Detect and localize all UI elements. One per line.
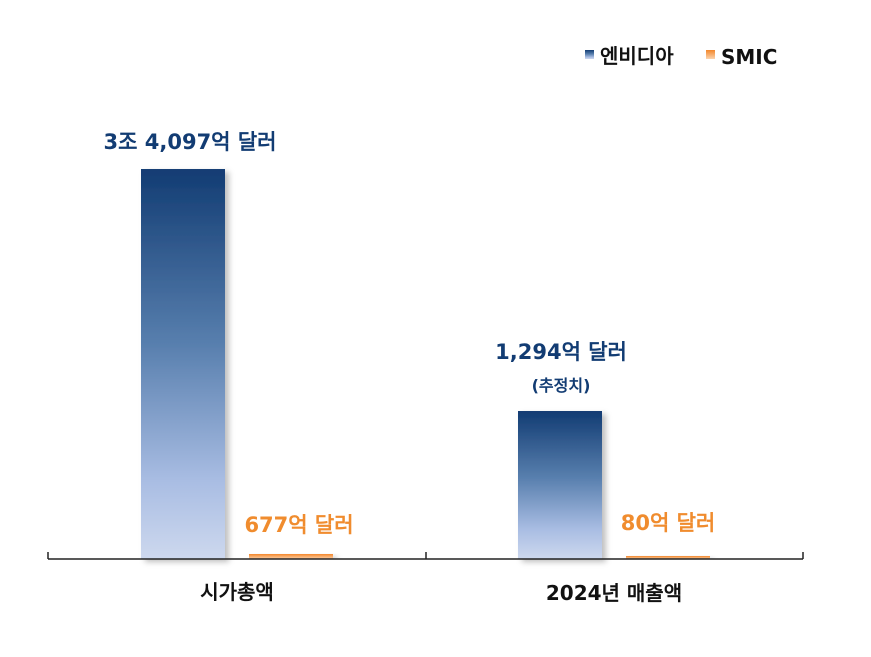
category-label-revenue: 2024년 매출액 <box>546 581 682 605</box>
data-label-nvidia-revenue: 1,294억 달러 <box>495 340 627 364</box>
bar-nvidia-market-cap <box>141 169 225 559</box>
legend-label-smic: SMIC <box>721 45 777 69</box>
bar-nvidia-revenue <box>518 411 602 559</box>
data-note-nvidia-revenue: (추정치) <box>532 376 591 395</box>
bar-smic-revenue <box>626 556 710 559</box>
data-labels: 3조 4,097억 달러 677억 달러 1,294억 달러 (추정치) 80억… <box>104 130 716 537</box>
legend-label-nvidia: 엔비디아 <box>600 44 674 68</box>
x-axis: 시가총액 2024년 매출액 <box>47 552 804 605</box>
bar-smic-market-cap <box>249 554 333 559</box>
data-label-smic-revenue: 80억 달러 <box>621 511 716 535</box>
bars <box>141 169 710 559</box>
data-label-nvidia-market-cap: 3조 4,097억 달러 <box>104 130 277 154</box>
data-label-smic-market-cap: 677억 달러 <box>244 513 353 537</box>
legend-swatch-smic <box>706 50 715 59</box>
category-label-market-cap: 시가총액 <box>200 580 274 604</box>
legend-swatch-nvidia <box>585 50 594 59</box>
legend: 엔비디아 SMIC <box>585 44 777 69</box>
